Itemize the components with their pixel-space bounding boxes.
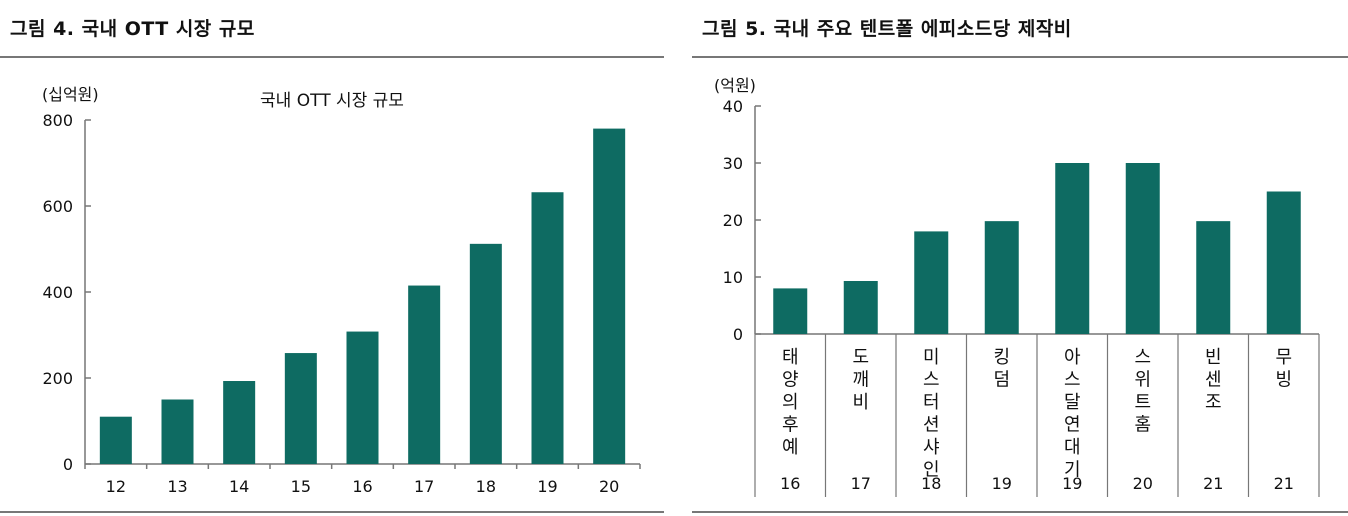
bar [914, 231, 948, 334]
x-tick-label: 16 [352, 477, 372, 496]
x-year-label: 21 [1274, 474, 1294, 493]
bottom-rule [0, 511, 664, 513]
y-tick-label: 0 [733, 325, 743, 344]
bar [100, 417, 132, 464]
bar [1055, 163, 1089, 334]
x-tick-label: 15 [291, 477, 311, 496]
bar [593, 129, 625, 464]
bar [1126, 163, 1160, 334]
bar [223, 381, 255, 464]
x-tick-label: 19 [537, 477, 557, 496]
y-tick-label: 10 [723, 268, 743, 287]
bar [985, 221, 1019, 334]
x-tick-label: 20 [599, 477, 619, 496]
bar [470, 244, 502, 464]
y-tick-label: 20 [723, 211, 743, 230]
x-year-label: 21 [1203, 474, 1223, 493]
bar [532, 192, 564, 464]
y-tick-label: 600 [42, 197, 73, 216]
y-tick-label: 800 [42, 111, 73, 130]
ott-market-bar-chart: (십억원) 국내 OTT 시장 규모 0 200 400 600 800 12 13 14 15… [0, 0, 664, 516]
x-tick-label: 18 [476, 477, 496, 496]
x-year-label: 17 [851, 474, 871, 493]
y-axis-unit: (억원) [714, 76, 756, 95]
y-tick-label: 30 [723, 154, 743, 173]
chart-title: 국내 OTT 시장 규모 [260, 91, 404, 111]
bar [1267, 192, 1301, 335]
x-year-label: 19 [1062, 474, 1082, 493]
bar [347, 332, 379, 464]
bar [844, 281, 878, 334]
x-year-label: 19 [992, 474, 1012, 493]
bottom-rule [692, 511, 1348, 513]
y-axis-unit: (십억원) [42, 85, 99, 104]
x-year-label: 20 [1133, 474, 1153, 493]
y-tick-label: 0 [63, 455, 73, 474]
y-tick-label: 200 [42, 369, 73, 388]
bar [773, 288, 807, 334]
x-tick-label: 12 [106, 477, 126, 496]
x-year-label: 18 [921, 474, 941, 493]
y-tick-label: 400 [42, 283, 73, 302]
bar [408, 286, 440, 464]
bar [162, 400, 194, 465]
x-tick-label: 14 [229, 477, 249, 496]
y-tick-label: 40 [723, 97, 743, 116]
x-year-label: 16 [780, 474, 800, 493]
chart-panel-tentpole-cost: 그림 5. 국내 주요 텐트폴 에피소드당 제작비 (억원) 0 10 20 30 40… [692, 0, 1348, 516]
x-tick-label: 13 [167, 477, 187, 496]
x-tick-label: 17 [414, 477, 434, 496]
bar [1196, 221, 1230, 334]
bar [285, 353, 317, 464]
